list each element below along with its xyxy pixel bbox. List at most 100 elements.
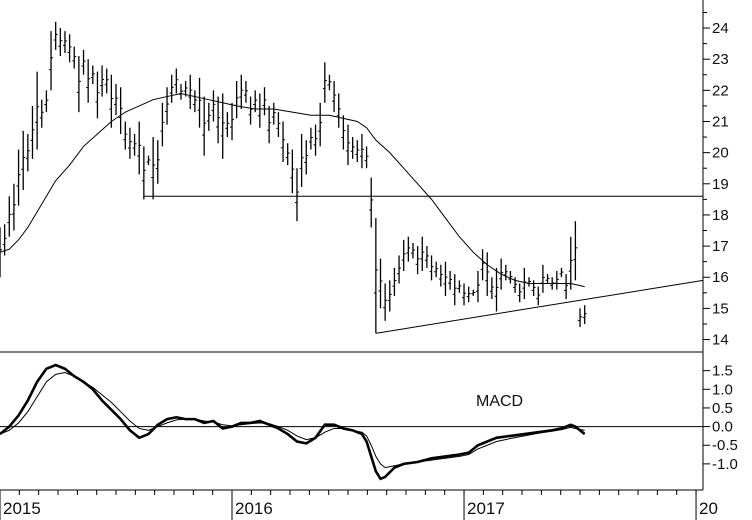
ohlc-bar bbox=[359, 133, 364, 169]
ohlc-bar bbox=[318, 102, 323, 147]
ohlc-bar bbox=[485, 252, 490, 296]
ohlc-bar bbox=[253, 90, 258, 113]
ohlc-bar bbox=[489, 277, 494, 300]
ohlc-bar bbox=[211, 90, 216, 122]
ohlc-bar bbox=[132, 133, 137, 156]
ohlc-bar bbox=[364, 146, 369, 169]
ohlc-bar bbox=[216, 96, 221, 144]
ohlc-bar bbox=[290, 149, 295, 194]
ohlc-bar bbox=[7, 196, 12, 237]
ohlc-bar bbox=[350, 137, 355, 159]
ohlc-bar bbox=[322, 62, 327, 103]
ohlc-bar bbox=[104, 68, 109, 94]
ohlc-bar bbox=[146, 155, 151, 166]
ohlc-bar bbox=[536, 286, 541, 306]
ohlc-bar bbox=[406, 236, 411, 262]
ohlc-bar bbox=[573, 221, 578, 281]
ohlc-bar bbox=[49, 31, 54, 91]
ohlc-bar bbox=[16, 149, 21, 206]
ohlc-bar bbox=[11, 183, 16, 231]
ohlc-bar bbox=[429, 255, 434, 281]
ohlc-bar bbox=[308, 127, 313, 150]
ohlc-bar bbox=[81, 49, 86, 75]
ohlc-bar bbox=[462, 283, 467, 306]
ohlc-bar bbox=[438, 264, 443, 287]
ohlc-bar bbox=[332, 80, 337, 113]
ohlc-bar bbox=[230, 102, 235, 141]
ohlc-bar bbox=[141, 146, 146, 200]
ohlc-bar bbox=[225, 112, 230, 138]
rising-trendline bbox=[375, 279, 704, 334]
ohlc-bar bbox=[44, 90, 49, 113]
price-y-tick-label: 24 bbox=[712, 20, 729, 37]
ohlc-bar bbox=[220, 93, 225, 159]
ohlc-bar bbox=[188, 74, 193, 110]
ohlc-bar bbox=[355, 140, 360, 162]
ohlc-bar bbox=[192, 90, 197, 113]
price-y-tick-label: 22 bbox=[712, 82, 729, 99]
ohlc-bar bbox=[387, 280, 392, 312]
ohlc-bar bbox=[202, 96, 207, 156]
ohlc-bar bbox=[243, 80, 248, 103]
ohlc-bar bbox=[568, 236, 573, 290]
ohlc-bar bbox=[373, 218, 378, 334]
ohlc-bar bbox=[76, 56, 81, 113]
ohlc-bar bbox=[304, 140, 309, 175]
ohlc-bar bbox=[183, 80, 188, 97]
ohlc-bar bbox=[35, 71, 40, 150]
ohlc-bar bbox=[118, 87, 123, 134]
ohlc-bar bbox=[434, 261, 439, 278]
x-tick-label: 20 bbox=[699, 499, 718, 518]
price-y-tick-label: 14 bbox=[712, 332, 729, 349]
moving-average-line bbox=[0, 92, 585, 288]
price-y-tick-label: 20 bbox=[712, 145, 729, 162]
macd-y-tick-label: 0.0 bbox=[712, 419, 733, 436]
macd-y-tick-label: 1.0 bbox=[712, 381, 733, 398]
macd-y-tick-label: 1.5 bbox=[712, 363, 733, 380]
macd-label: MACD bbox=[476, 393, 523, 410]
ohlc-bar bbox=[281, 121, 286, 162]
ohlc-bar bbox=[239, 74, 244, 110]
ohlc-bar bbox=[206, 102, 211, 131]
ohlc-bar bbox=[62, 31, 67, 53]
ohlc-bar bbox=[531, 280, 536, 296]
ohlc-bar bbox=[457, 280, 462, 293]
ohlc-bar bbox=[383, 283, 388, 321]
ohlc-bar bbox=[95, 71, 100, 119]
ohlc-bar bbox=[262, 87, 267, 116]
price-y-tick-label: 16 bbox=[712, 269, 729, 286]
ohlc-bar bbox=[336, 93, 341, 128]
price-y-tick-label: 21 bbox=[712, 113, 729, 130]
ohlc-bar bbox=[443, 261, 448, 296]
ohlc-bar bbox=[517, 283, 522, 303]
ohlc-bar bbox=[397, 255, 402, 284]
ohlc-bar bbox=[100, 65, 105, 97]
macd-y-axis: 1.51.0 0.5 0.0-0.5 -1.0 bbox=[703, 363, 738, 473]
ohlc-bar bbox=[475, 271, 480, 303]
ohlc-bar bbox=[369, 177, 374, 228]
ohlc-bar bbox=[197, 77, 202, 128]
price-y-tick-label: 17 bbox=[712, 238, 729, 255]
ohlc-bar bbox=[114, 84, 119, 116]
ohlc-bar bbox=[0, 227, 2, 278]
ohlc-bar bbox=[494, 267, 499, 312]
ohlc-bar bbox=[578, 308, 583, 328]
ohlc-bar bbox=[471, 289, 476, 296]
ohlc-bar bbox=[109, 74, 114, 128]
ohlc-bar bbox=[545, 274, 550, 284]
ohlc-bar bbox=[508, 271, 513, 284]
ohlc-bar bbox=[299, 133, 304, 187]
macd-line bbox=[0, 363, 586, 481]
x-tick-label: 2016 bbox=[235, 499, 273, 518]
ohlc-bar bbox=[466, 286, 471, 303]
ohlc-bar bbox=[522, 267, 527, 300]
ohlc-bar bbox=[30, 105, 35, 159]
ohlc-bar bbox=[448, 271, 453, 290]
ohlc-bar bbox=[327, 74, 332, 91]
ohlc-bar bbox=[72, 46, 77, 69]
ohlc-bar bbox=[67, 34, 72, 63]
ohlc-bar bbox=[346, 124, 351, 166]
ohlc-bar bbox=[313, 124, 318, 156]
price-y-tick-label: 23 bbox=[712, 51, 729, 68]
price-y-tick-label: 18 bbox=[712, 207, 729, 224]
